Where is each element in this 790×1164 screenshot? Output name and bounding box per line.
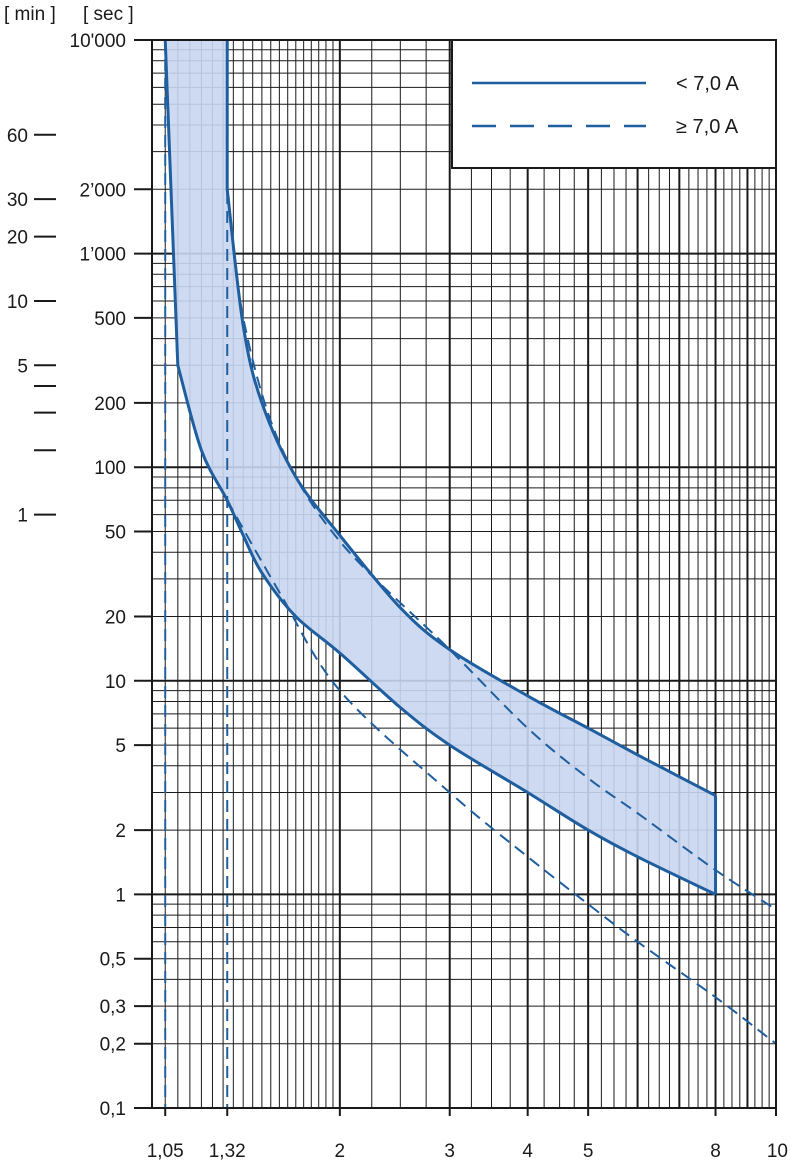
dashed-upper-curve [226, 189, 777, 911]
legend-label: < 7,0 A [676, 73, 739, 95]
y-sec-tick-label: 0,2 [100, 1035, 126, 1056]
y-axis-seconds-ticks: 10'000 2’000 1’000 500 200 100 50 20 10 5 2 1 0,5 0,3… [70, 31, 152, 1120]
y-min-tick-label: 30 [7, 190, 28, 211]
y-sec-tick-label: 0,3 [100, 997, 126, 1018]
x-tick-label: 1,05 [147, 1141, 184, 1162]
grid-lines [152, 40, 777, 1109]
y-sec-tick-label: 5 [115, 736, 126, 757]
seconds-axis-header: [ sec ] [83, 4, 134, 25]
solid-upper-curve [225, 39, 717, 797]
y-sec-tick-label: 100 [94, 458, 126, 479]
y-min-tick-label: 5 [17, 356, 28, 377]
y-sec-tick-label: 20 [105, 608, 126, 629]
y-axis-minutes-ticks: 60 30 20 10 5 1 [7, 126, 56, 527]
y-min-tick-label: 10 [7, 292, 28, 313]
x-tick-label: 4 [522, 1141, 533, 1162]
y-sec-tick-label: 50 [105, 523, 126, 544]
y-sec-tick-label: 500 [94, 309, 126, 330]
x-axis-ticks: 1,05 1,32 2 3 4 5 8 10 [147, 1108, 788, 1162]
legend-label: ≥ 7,0 A [676, 116, 739, 138]
plot-frame [151, 39, 777, 1109]
curve-lines [163, 39, 777, 1108]
x-tick-label: 1,32 [209, 1141, 246, 1162]
band-fill [165, 40, 716, 895]
x-tick-label: 10 [767, 1141, 788, 1162]
y-sec-tick-label: 2 [115, 821, 126, 842]
legend-box [451, 39, 777, 169]
y-sec-tick-label: 1’000 [80, 245, 127, 266]
y-sec-tick-label: 200 [94, 394, 126, 415]
x-tick-label: 2 [335, 1141, 346, 1162]
y-min-tick-label: 60 [7, 126, 28, 147]
y-sec-tick-label: 1 [115, 885, 126, 906]
x-tick-label: 8 [710, 1141, 721, 1162]
y-sec-tick-label: 10'000 [70, 31, 126, 52]
x-tick-label: 3 [444, 1141, 455, 1162]
y-min-tick-label: 20 [7, 228, 28, 249]
y-sec-tick-label: 0,1 [100, 1099, 126, 1120]
minutes-axis-header: [ min ] [4, 4, 56, 25]
y-sec-tick-label: 2’000 [80, 180, 127, 201]
dashed-lower-curve [226, 499, 777, 1045]
tripping-band [165, 40, 716, 895]
y-min-tick-label: 1 [17, 506, 28, 527]
y-sec-tick-label: 10 [105, 672, 126, 693]
legend: < 7,0 A ≥ 7,0 A [451, 39, 777, 169]
x-tick-label: 5 [583, 1141, 594, 1162]
y-sec-tick-label: 0,5 [100, 950, 126, 971]
